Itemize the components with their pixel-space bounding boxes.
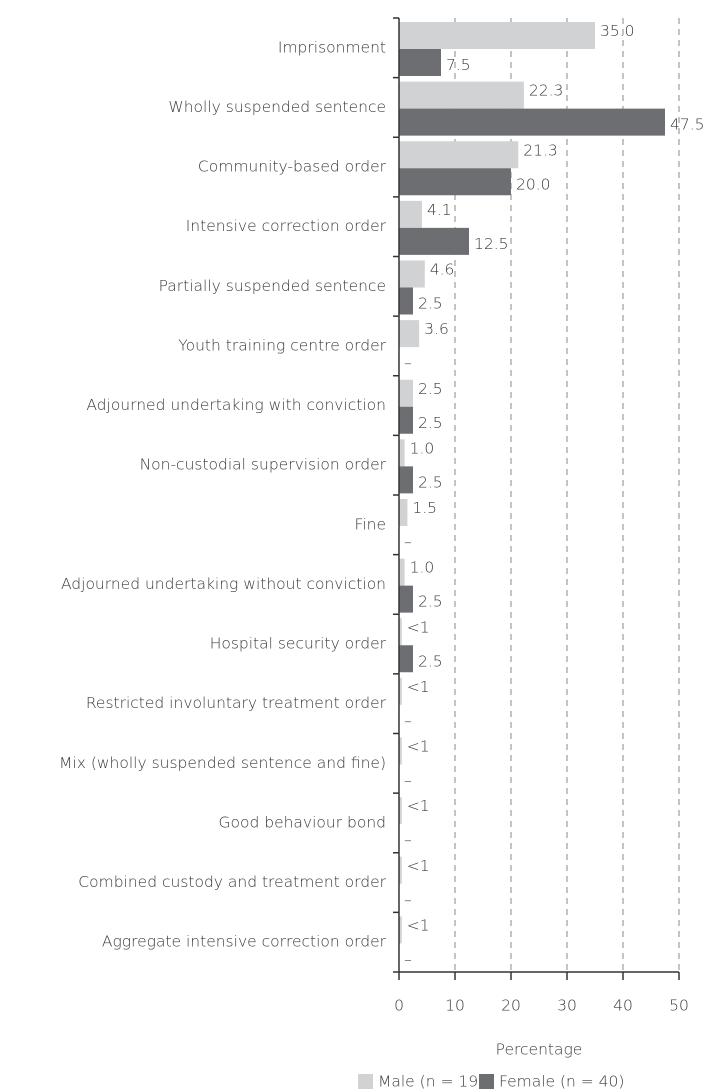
bar — [399, 499, 408, 526]
category-label: Intensive correction order — [186, 217, 387, 235]
value-label: 21.3 — [523, 141, 558, 159]
category-label: Restricted involuntary treatment order — [86, 694, 387, 712]
value-label: 7.5 — [446, 56, 471, 74]
x-tick-label: 10 — [445, 997, 465, 1015]
x-tick-label: 0 — [394, 997, 404, 1015]
bar — [399, 49, 441, 76]
bar — [399, 677, 402, 705]
x-tick-label: 20 — [501, 997, 521, 1015]
bar — [399, 81, 524, 109]
bar — [399, 916, 402, 944]
bar — [399, 406, 413, 434]
value-label: 2.5 — [418, 295, 443, 313]
bar — [399, 466, 413, 494]
legend-label: Male (n = 197) — [378, 1073, 494, 1091]
bar — [399, 558, 405, 586]
value-label: 2.5 — [418, 380, 443, 398]
value-label: 35.0 — [600, 22, 635, 40]
legend-swatch — [358, 1074, 373, 1089]
value-label: 1.0 — [410, 439, 435, 457]
value-label: – — [404, 831, 412, 849]
bar — [399, 439, 405, 467]
category-label: Hospital security order — [210, 635, 387, 653]
value-label: 12.5 — [474, 235, 509, 253]
value-label: – — [404, 772, 412, 790]
bar — [399, 200, 422, 228]
value-label: <1 — [407, 797, 430, 815]
bar — [399, 618, 402, 646]
x-tick-label: 40 — [613, 997, 633, 1015]
value-label: – — [404, 354, 412, 372]
value-label: 20.0 — [516, 175, 551, 193]
value-label: 4.1 — [427, 201, 452, 219]
category-label: Adjourned undertaking with conviction — [86, 396, 386, 414]
category-label: Fine — [355, 515, 386, 533]
bar — [399, 108, 665, 136]
category-label: Community-based order — [198, 158, 387, 176]
value-label: 3.6 — [424, 320, 449, 338]
category-label: Mix (wholly suspended sentence and fine) — [59, 754, 386, 772]
value-label: <1 — [407, 857, 430, 875]
value-label: 2.5 — [418, 593, 443, 611]
value-label: 1.5 — [412, 499, 437, 517]
value-label: – — [404, 950, 412, 968]
bar — [399, 168, 511, 196]
category-label: Combined custody and treatment order — [78, 873, 386, 891]
category-label: Aggregate intensive correction order — [102, 933, 387, 951]
bar — [399, 379, 413, 407]
bar — [399, 737, 402, 765]
bar — [399, 227, 469, 255]
value-label: <1 — [407, 916, 430, 934]
category-label: Partially suspended sentence — [159, 277, 386, 295]
category-label: Good behaviour bond — [218, 813, 386, 831]
category-label: Wholly suspended sentence — [168, 98, 386, 116]
category-label: Imprisonment — [278, 38, 386, 56]
category-label: Non-custodial supervision order — [140, 456, 387, 474]
value-label: 47.5 — [670, 116, 705, 134]
value-label: 4.6 — [430, 261, 455, 279]
bar — [399, 141, 519, 169]
bar — [399, 260, 425, 288]
value-label: <1 — [407, 618, 430, 636]
bar — [399, 856, 402, 884]
value-label: 22.3 — [529, 82, 564, 100]
x-tick-label: 50 — [669, 997, 689, 1015]
value-label: 1.0 — [410, 559, 435, 577]
value-label: 2.5 — [418, 473, 443, 491]
value-label: – — [404, 891, 412, 909]
value-label: <1 — [407, 738, 430, 756]
x-tick-label: 30 — [557, 997, 577, 1015]
category-label: Youth training centre order — [178, 336, 386, 354]
value-label: – — [404, 712, 412, 730]
value-label: – — [404, 533, 412, 551]
legend-swatch — [479, 1074, 494, 1089]
value-label: 2.5 — [418, 652, 443, 670]
bar — [399, 797, 402, 825]
bar — [399, 645, 413, 673]
value-label: 2.5 — [418, 414, 443, 432]
bar — [399, 320, 420, 348]
category-label: Adjourned undertaking without conviction — [61, 575, 386, 593]
legend-label: Female (n = 40) — [499, 1073, 624, 1091]
value-label: <1 — [407, 678, 430, 696]
bar — [399, 22, 595, 49]
bar — [399, 287, 413, 315]
bar — [399, 585, 413, 613]
x-axis-label: Percentage — [496, 1041, 583, 1059]
